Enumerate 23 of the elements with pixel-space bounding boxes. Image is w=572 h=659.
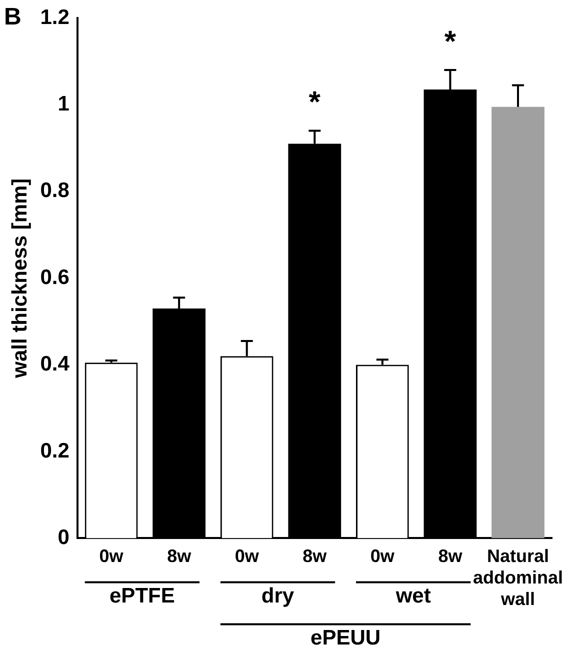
data-label: * (308, 86, 321, 119)
text: B (4, 4, 22, 31)
x-tick-label: 8w (438, 546, 464, 566)
y-tick-label: 1 (58, 92, 70, 116)
x-tick-label: Natural addominal wall (472, 546, 564, 610)
text: wet (394, 584, 431, 608)
bar (492, 106, 544, 538)
y-tick-label: 1.2 (40, 6, 70, 29)
y-axis-title: wall thickness [mm] (8, 178, 32, 379)
x-tick-label: 0w (99, 546, 124, 566)
y-tick-label: 0.2 (40, 439, 70, 462)
x-tick-label: 0w (370, 546, 396, 566)
data-label: * (444, 25, 456, 58)
y-tick-label: 0 (58, 526, 70, 549)
x-tick-label: 8w (302, 546, 328, 566)
text: ePEUU (310, 626, 381, 650)
x-tick-label: 8w (167, 546, 192, 566)
y-tick-label: 0.8 (40, 179, 70, 202)
text: dry (261, 584, 294, 608)
y-tick-label: 0.6 (40, 266, 70, 289)
x-tick-label: 0w (234, 546, 260, 566)
y-tick-label: 0.4 (40, 352, 70, 376)
text: ePTFE (110, 584, 175, 608)
